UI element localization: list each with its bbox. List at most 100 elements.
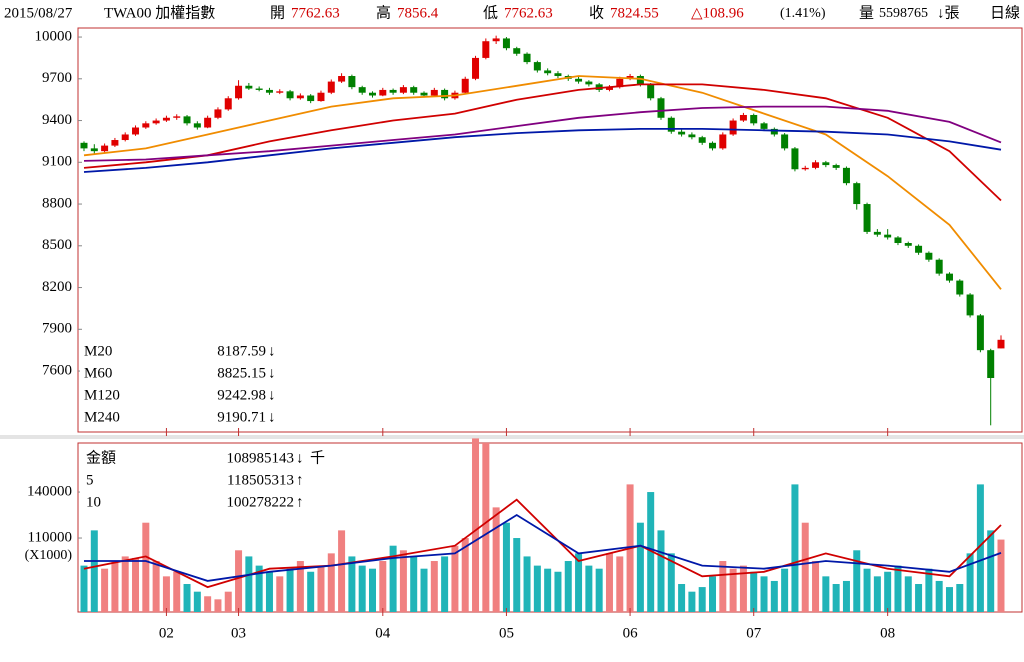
volume-suffix: ↓張 [937, 5, 960, 21]
y-tick-label: 8800 [42, 195, 72, 211]
volume-bar [307, 571, 315, 612]
volume-bar [142, 522, 150, 612]
volume-bar [698, 587, 706, 612]
candle-body [152, 120, 160, 124]
candle-body [842, 167, 850, 184]
symbol: TWA00 加權指數 [104, 4, 215, 21]
low-label: 低 [483, 4, 498, 21]
candle-body [420, 92, 428, 96]
candle-body [193, 123, 201, 128]
volume-bar [636, 522, 644, 612]
legend-box [80, 341, 285, 429]
legend-box [80, 446, 330, 514]
volume-bar [327, 553, 335, 612]
volume-bar [853, 550, 861, 612]
volume-bar [945, 587, 953, 612]
volume-bar [379, 561, 387, 612]
ma-line [83, 105, 1002, 162]
volume-bar [822, 576, 830, 612]
candle-body [533, 62, 541, 71]
candle-body [822, 162, 830, 166]
legend-trend: ↓ [268, 409, 276, 425]
volume-label: 量 [859, 5, 874, 21]
legend-value: 108985143 [227, 450, 295, 466]
candle-body [915, 245, 923, 253]
volume-bar [235, 550, 243, 612]
volume-bar [162, 576, 170, 612]
volume-bar [935, 580, 943, 612]
volume-bar [492, 507, 500, 612]
volume-bar [750, 571, 758, 612]
volume-bar [214, 599, 222, 612]
candle-body [667, 117, 675, 132]
volume-bar [739, 565, 747, 612]
volume-bar [90, 530, 98, 612]
date: 2015/08/27 [4, 5, 73, 21]
legend-value: 9190.71 [217, 409, 266, 425]
candle-body [142, 123, 150, 128]
volume-bar [585, 565, 593, 612]
volume-bar [193, 591, 201, 612]
volume-bar [121, 556, 129, 612]
candle-body [430, 89, 438, 96]
candle-body [276, 91, 284, 93]
volume-bar [894, 565, 902, 612]
candle-body [801, 167, 809, 170]
x-tick-label: 03 [231, 625, 246, 641]
candle-body [358, 87, 366, 93]
volume-bar [770, 580, 778, 612]
candle-body [307, 95, 315, 102]
candle-body [925, 252, 933, 260]
volume-bar [255, 565, 263, 612]
candle-body [976, 315, 984, 351]
volume-bar [461, 538, 469, 612]
candle-body [265, 89, 273, 93]
legend-name: 10 [86, 494, 101, 510]
volume-bar [338, 530, 346, 612]
candle-body [585, 81, 593, 85]
candle-body [575, 78, 583, 82]
legend-trend: ↑ [296, 494, 304, 510]
volume-bar [966, 553, 974, 612]
candle-body [132, 127, 140, 135]
candle-body [616, 78, 624, 88]
candle-body [636, 76, 644, 85]
volume-bar [399, 550, 407, 612]
volume-bar [441, 556, 449, 612]
legend-name: M120 [84, 387, 120, 403]
legend-trend: ↓ [268, 343, 276, 359]
legend-value: 8187.59 [217, 343, 266, 359]
candle-body [554, 73, 562, 77]
volume-bar [265, 571, 273, 612]
y-tick-label: 9100 [42, 154, 72, 170]
candle-body [286, 91, 294, 99]
volume-bar [358, 565, 366, 612]
volume-bar [183, 584, 191, 612]
candle-body [245, 85, 253, 89]
volume-bar [204, 596, 212, 612]
legend-value: 8825.15 [217, 365, 266, 381]
high-label: 高 [376, 4, 391, 21]
candle-body [729, 120, 737, 135]
volume-bar [904, 576, 912, 612]
volume-bar [976, 484, 984, 612]
volume-bar [997, 539, 1005, 612]
candle-body [523, 53, 531, 63]
candle-body [904, 243, 912, 246]
candle-body [162, 117, 170, 121]
candle-body [966, 294, 974, 316]
ma-line [84, 513, 1002, 582]
candle-body [719, 134, 727, 149]
volume-bar [101, 568, 109, 612]
candle-body [317, 92, 325, 102]
candle-body [472, 57, 480, 79]
volume-bar [224, 591, 232, 612]
volume-bar [513, 538, 521, 612]
volume-bar [389, 545, 397, 612]
volume-bar [286, 568, 294, 612]
volume-bar [987, 530, 995, 612]
candle-body [111, 140, 119, 146]
legend-name: M20 [84, 343, 112, 359]
